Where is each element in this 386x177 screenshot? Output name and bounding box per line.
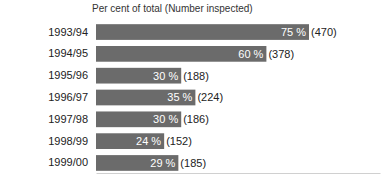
data-label: 60 % (238, 48, 263, 60)
data-label: 30 % (153, 113, 178, 125)
bar (96, 46, 266, 62)
category-axis: 1993/94 1994/95 1995/96 1996/97 1997/98 1998/… (48, 26, 94, 169)
data-label: 24 % (136, 135, 161, 147)
bar (96, 24, 309, 40)
tick-label: 1996/97 (48, 91, 88, 103)
tick: 1993/94 (48, 26, 94, 38)
inspected-label: (185) (180, 157, 206, 169)
tick-label: 1993/94 (48, 26, 88, 38)
title: Per cent of total (Number inspected) (92, 3, 253, 14)
value-axis (97, 173, 381, 174)
data-label: 29 % (150, 157, 175, 169)
inspected-label: (470) (311, 26, 337, 38)
tick: 1996/97 (48, 91, 94, 103)
chart: Per cent of total (Number inspected) 1993… (0, 0, 386, 177)
inspected-label: (186) (183, 113, 209, 125)
tick: 1995/96 (48, 69, 94, 81)
bars (96, 24, 309, 171)
tick-label: 1994/95 (48, 47, 88, 59)
bar (96, 133, 164, 149)
axis-line (97, 173, 381, 174)
tick-label: 1995/96 (48, 69, 88, 81)
tick: 1998/99 (48, 135, 94, 147)
data-labels: 75 % 60 % 30 % 35 % 30 % 24 % 29 % (136, 26, 306, 169)
bar (96, 155, 178, 171)
inspected-label: (224) (197, 91, 223, 103)
tick: 1997/98 (48, 113, 94, 125)
inspected-label: (188) (183, 70, 209, 82)
inspected-label: (378) (268, 48, 294, 60)
tick: 1994/95 (48, 47, 94, 59)
inspected-label: (152) (166, 135, 192, 147)
data-label: 30 % (153, 70, 178, 82)
inspected-labels: (470) (378) (188) (224) (186) (152) (185) (166, 26, 337, 169)
tick-label: 1997/98 (48, 113, 88, 125)
tick: 1999/00 (48, 156, 94, 168)
bar (96, 111, 181, 127)
data-label: 75 % (281, 26, 306, 38)
tick-label: 1998/99 (48, 135, 88, 147)
bar (96, 68, 181, 84)
bar (96, 90, 195, 106)
tick-label: 1999/00 (48, 156, 88, 168)
data-label: 35 % (167, 91, 192, 103)
